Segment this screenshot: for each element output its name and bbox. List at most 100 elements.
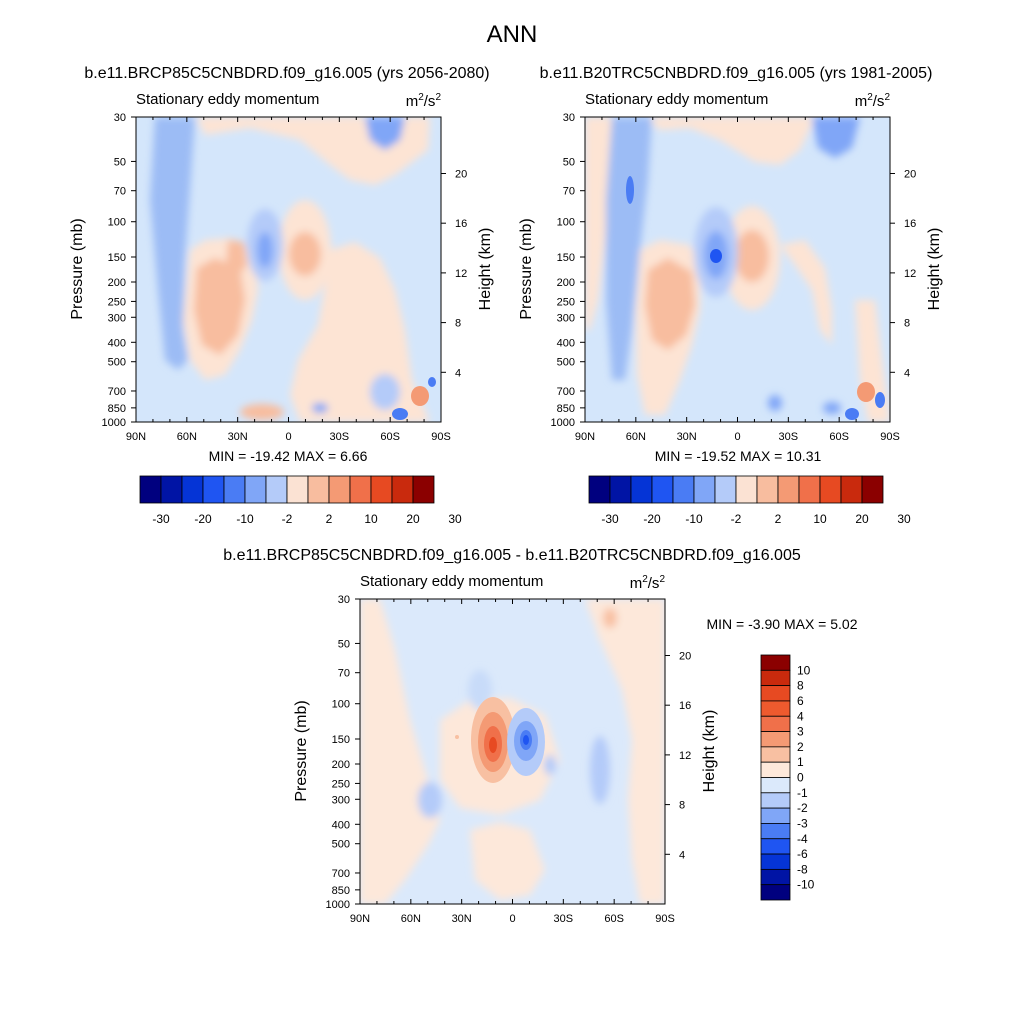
colorbar-swatch <box>760 853 791 870</box>
panel-c-field <box>360 599 665 904</box>
y-tick-label: 300 <box>557 312 575 324</box>
x-tick-label: 0 <box>509 913 515 925</box>
colorbar-swatch <box>760 761 791 778</box>
x-tick-label: 30N <box>677 431 697 443</box>
negative-region <box>768 395 782 411</box>
negative-region <box>544 755 556 775</box>
y-right-tick-label: 20 <box>679 650 691 662</box>
colorbar-label: -10 <box>236 512 254 526</box>
y-tick-label: 70 <box>114 186 126 198</box>
positive-region <box>290 242 430 422</box>
y-right-tick-label: 12 <box>904 268 916 280</box>
panel-b-field <box>585 117 890 422</box>
x-tick-label: 60N <box>177 431 197 443</box>
colorbar-label: -30 <box>601 512 619 526</box>
colorbar-label: -10 <box>797 878 815 892</box>
y-right-tick-label: 16 <box>679 700 691 712</box>
y-tick-label: 30 <box>563 112 575 124</box>
x-tick-label: 0 <box>285 431 291 443</box>
y-right-tick-label: 20 <box>455 168 467 180</box>
y-tick-label: 700 <box>332 868 350 880</box>
y-tick-label: 850 <box>108 403 126 415</box>
colorbar-label: 4 <box>797 709 804 723</box>
colorbar-label: 20 <box>406 512 420 526</box>
y-right-tick-label: 4 <box>904 367 910 379</box>
x-tick-label: 30S <box>779 431 799 443</box>
positive-region <box>489 737 497 753</box>
x-tick-label: 30N <box>228 431 248 443</box>
y-tick-label: 100 <box>557 217 575 229</box>
colorbar-label: 2 <box>797 740 804 754</box>
y-tick-label: 150 <box>108 252 126 264</box>
colorbar-label: 2 <box>326 512 333 526</box>
negative-region <box>710 249 722 263</box>
y-tick-label: 400 <box>557 337 575 349</box>
colorbar-swatch <box>265 475 288 504</box>
panel-b-ylabel-right: Height (km) <box>926 228 943 311</box>
colorbar-label: 0 <box>797 771 804 785</box>
y-tick-label: 200 <box>557 277 575 289</box>
colorbar-swatch <box>760 746 791 763</box>
panel-c-ylabel: Pressure (mb) <box>293 700 310 801</box>
negative-region <box>606 117 652 380</box>
negative-region <box>845 408 859 420</box>
panel-a-subtitle: Stationary eddy momentum <box>136 91 319 108</box>
y-tick-label: 100 <box>108 217 126 229</box>
x-tick-label: 30S <box>554 913 574 925</box>
colorbar-swatch <box>819 475 842 504</box>
y-tick-label: 50 <box>114 156 126 168</box>
colorbar-label: 6 <box>797 694 804 708</box>
panel-a-ylabel-right: Height (km) <box>477 228 494 311</box>
panel-b-units: m2/s2 <box>855 92 891 110</box>
positive-region <box>780 240 832 345</box>
colorbar-label: -30 <box>152 512 170 526</box>
x-tick-label: 0 <box>734 431 740 443</box>
colorbar-label: -2 <box>282 512 293 526</box>
y-right-tick-label: 16 <box>904 218 916 230</box>
x-tick-label: 90S <box>655 913 675 925</box>
positive-region <box>645 117 815 165</box>
positive-region <box>645 258 695 350</box>
panel-b-title: b.e11.B20TRC5CNBDRD.f09_g16.005 (yrs 198… <box>540 65 933 82</box>
y-tick-label: 100 <box>332 699 350 711</box>
colorbar-swatch <box>840 475 863 504</box>
negative-region <box>523 735 529 745</box>
panel-c-units: m2/s2 <box>630 574 666 592</box>
y-tick-label: 1000 <box>326 899 350 911</box>
y-tick-label: 850 <box>557 403 575 415</box>
positive-region <box>289 232 321 276</box>
colorbar-label: 10 <box>364 512 378 526</box>
colorbar-swatch <box>286 475 309 504</box>
colorbar-swatch <box>798 475 821 504</box>
y-tick-label: 150 <box>332 734 350 746</box>
colorbar-swatch <box>223 475 246 504</box>
panel-b-subtitle: Stationary eddy momentum <box>585 91 768 108</box>
colorbar-swatch <box>412 475 435 504</box>
colorbar-swatch <box>609 475 632 504</box>
colorbar-label: -6 <box>797 847 808 861</box>
negative-region <box>312 403 328 413</box>
y-tick-label: 70 <box>338 668 350 680</box>
colorbar-label: -4 <box>797 832 808 846</box>
colorbar-swatch <box>760 715 791 732</box>
colorbar-swatch <box>760 700 791 717</box>
x-tick-label: 60S <box>829 431 849 443</box>
colorbar-swatch <box>760 807 791 824</box>
negative-region <box>365 117 405 150</box>
colorbar-swatch <box>328 475 351 504</box>
x-tick-label: 30S <box>330 431 350 443</box>
colorbar-swatch <box>714 475 737 504</box>
panel-a-units: m2/s2 <box>406 92 442 110</box>
colorbar-label: 30 <box>897 512 911 526</box>
colorbar-swatch <box>307 475 330 504</box>
negative-region <box>823 402 841 414</box>
colorbar-label: -1 <box>797 786 808 800</box>
panel-b-colorbar: -30 -20 -10 -2 2 10 20 30 <box>588 475 911 526</box>
colorbar-label: -20 <box>643 512 661 526</box>
positive-region <box>226 240 247 280</box>
positive-region <box>735 230 769 282</box>
negative-region <box>150 117 195 370</box>
y-tick-label: 700 <box>557 386 575 398</box>
colorbar-label: 2 <box>775 512 782 526</box>
y-tick-label: 30 <box>338 594 350 606</box>
